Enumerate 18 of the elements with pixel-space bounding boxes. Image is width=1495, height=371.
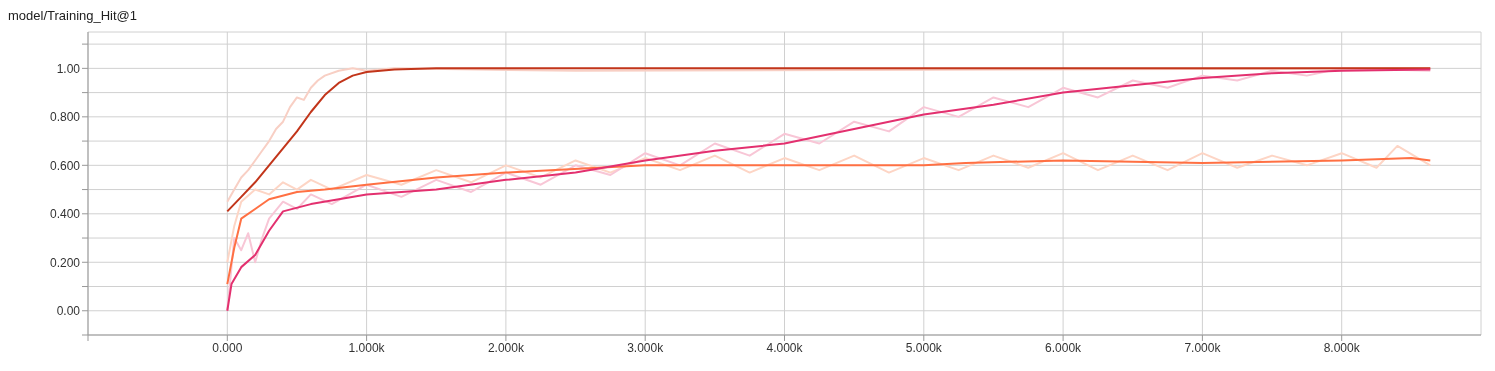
y-tick-label: 0.600 xyxy=(49,158,81,173)
x-tick-label: 2.000k xyxy=(487,340,525,355)
x-tick-label: 4.000k xyxy=(766,340,804,355)
x-tick-label: 7.000k xyxy=(1184,340,1222,355)
x-tick-label: 1.000k xyxy=(348,340,386,355)
y-tick-label: 0.400 xyxy=(49,207,81,222)
x-tick-label: 0.000 xyxy=(212,340,243,355)
y-tick-label: 0.200 xyxy=(49,255,81,270)
y-tick-label: 0.800 xyxy=(49,110,81,125)
line-series xyxy=(226,144,1432,264)
y-tick-label: 0.00 xyxy=(56,304,81,319)
chart-title: model/Training_Hit@1 xyxy=(8,8,139,25)
y-tick-label: 1.00 xyxy=(56,61,81,76)
line-series xyxy=(226,157,1432,286)
x-tick-label: 6.000k xyxy=(1045,340,1083,355)
x-tick-label: 8.000k xyxy=(1323,340,1361,355)
x-tick-label: 3.000k xyxy=(627,340,665,355)
x-tick-label: 5.000k xyxy=(905,340,943,355)
